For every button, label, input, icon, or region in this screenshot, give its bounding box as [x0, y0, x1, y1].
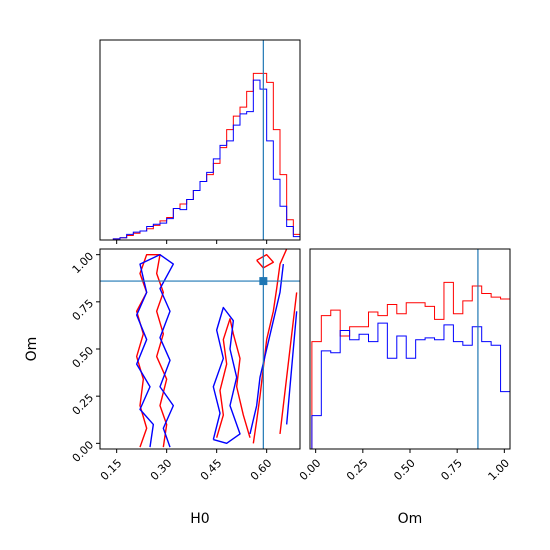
- contour-group: [100, 249, 300, 449]
- hist-H0-frame: [99, 39, 301, 241]
- contour-series-1-line-0: [135, 253, 175, 448]
- contour-series-0-line-2: [252, 249, 288, 444]
- hist-Om-x-tick-label-0: 0.00: [297, 457, 324, 484]
- contour-series-0-line-1: [215, 318, 251, 438]
- contour-y-tick-label-4: 1.00: [70, 250, 97, 277]
- truth-marker: [259, 277, 268, 286]
- hist-H0-group: [100, 72, 301, 241]
- contour-y-tick-label-2: 0.50: [70, 344, 97, 371]
- contour-series-1-line-3: [285, 311, 298, 425]
- hist-Om-x-tick-label-4: 1.00: [486, 457, 513, 484]
- contour-xlabel: H0: [190, 511, 209, 527]
- contour-frame: [99, 248, 301, 450]
- contour-y-tick-label-1: 0.25: [70, 391, 97, 418]
- hist-H0-series-0: [100, 72, 301, 241]
- hist-Om-x-tick-label-2: 0.50: [391, 457, 418, 484]
- contour-y-tick-label-0: 0.00: [70, 438, 97, 465]
- contour-series-0-line-4: [256, 253, 275, 269]
- contour-x-tick-label-3: 0.60: [248, 457, 275, 484]
- hist-Om-xlabel: Om: [398, 511, 423, 527]
- hist-Om-x-tick-label-3: 0.75: [438, 457, 465, 484]
- hist-Om-series-0: [311, 281, 511, 449]
- hist-Om-series-1: [311, 322, 511, 449]
- contour-series-1-line-1: [212, 306, 241, 445]
- contour-x-tick-label-2: 0.45: [198, 457, 225, 484]
- contour-x-tick-label-0: 0.15: [98, 457, 125, 484]
- hist-Om-group: [311, 281, 511, 449]
- contour-series-1-line-2: [249, 264, 285, 435]
- hist-Om-x-tick-label-1: 0.25: [344, 457, 371, 484]
- contour-x-tick-label-1: 0.30: [148, 457, 175, 484]
- contour-series-0-line-3: [279, 292, 298, 434]
- contour-ylabel: Om: [24, 337, 40, 362]
- contour-y-tick-label-3: 0.75: [70, 297, 97, 324]
- hist-H0-series-1: [100, 79, 301, 241]
